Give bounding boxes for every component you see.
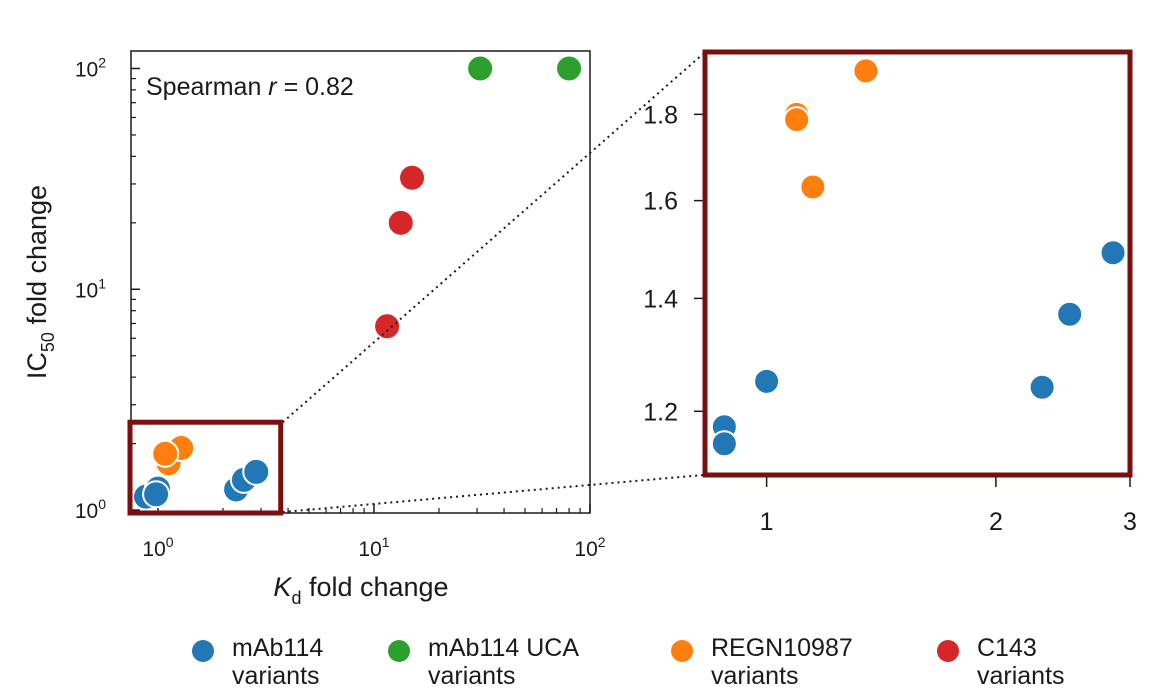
main-plot-area: 100 101 102 100 101 102: [75, 54, 606, 561]
main-point-c143-variants: [373, 312, 402, 341]
main-y-tick-label: 102: [75, 54, 106, 81]
inset-plot-frame: [702, 49, 1133, 478]
spearman-annotation: Spearman r = 0.82: [146, 73, 354, 101]
inset-y-tick-label: 1.4: [643, 285, 678, 313]
inset-y-tick-label: 1.8: [643, 101, 678, 129]
main-point-mab114-variants: [242, 457, 271, 486]
main-point-c143-variants: [386, 208, 415, 237]
main-point-mab114-uca-variants: [466, 54, 495, 83]
main-point-mab114-variants: [142, 480, 171, 509]
inset-plot-area: 1 2 3 1.2 1.4 1.6 1.8: [643, 57, 1137, 536]
main-point-mab114-uca-variants: [555, 54, 584, 83]
main-y-tick-label: 100: [75, 496, 106, 523]
main-plot-frame: [130, 50, 591, 514]
zoom-connector-bottom: [282, 474, 704, 513]
inset-point-regn10987-variants: [799, 173, 827, 201]
inset-x-tick-label: 1: [760, 508, 774, 536]
main-y-axis-label: IC50 fold change: [22, 185, 58, 379]
inset-y-tick-label: 1.2: [643, 398, 678, 426]
inset-x-tick-label: 3: [1123, 508, 1137, 536]
inset-point-mab114-variants: [710, 430, 738, 458]
main-x-axis-label: Kd fold change: [273, 572, 448, 608]
main-x-tick-label: 102: [574, 534, 605, 561]
inset-x-tick-label: 2: [989, 508, 1003, 536]
zoom-region-highlight: [127, 419, 284, 516]
inset-point-mab114-variants: [1056, 300, 1084, 328]
inset-y-tick-label: 1.6: [643, 188, 678, 216]
main-point-c143-variants: [398, 163, 427, 192]
main-x-tick-label: 100: [142, 534, 173, 561]
inset-point-regn10987-variants: [852, 57, 880, 85]
main-x-tick-label: 101: [358, 534, 389, 561]
inset-point-mab114-variants: [1028, 373, 1056, 401]
zoom-connector-top: [282, 53, 704, 423]
inset-point-mab114-variants: [753, 367, 781, 395]
inset-point-mab114-variants: [1099, 239, 1127, 267]
main-y-tick-label: 101: [75, 275, 106, 302]
inset-point-regn10987-variants: [783, 106, 811, 134]
main-point-regn10987-variants: [151, 439, 180, 468]
